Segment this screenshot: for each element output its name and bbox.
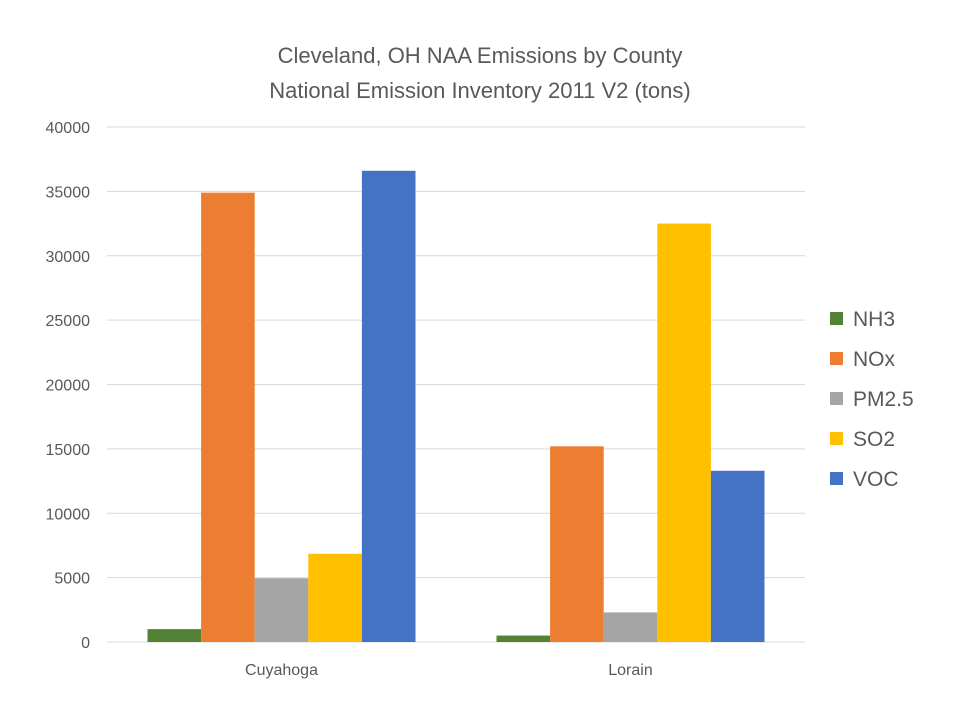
category-label-cuyahoga: Cuyahoga xyxy=(245,662,318,679)
y-tick-label-20000: 20000 xyxy=(46,378,91,395)
legend-label-pm25: PM2.5 xyxy=(853,388,914,411)
y-tick-label-0: 0 xyxy=(81,635,90,652)
y-tick-label-30000: 30000 xyxy=(46,249,91,266)
legend-swatch-nox xyxy=(830,352,843,365)
y-tick-label-5000: 5000 xyxy=(54,571,90,588)
legend-swatch-so2 xyxy=(830,432,843,445)
legend-swatch-pm25 xyxy=(830,392,843,405)
bar-lorain-voc xyxy=(710,470,765,642)
legend-swatch-voc xyxy=(830,472,843,485)
legend-swatch-nh3 xyxy=(830,312,843,325)
category-label-lorain: Lorain xyxy=(608,662,652,679)
bar-cuyahoga-nox xyxy=(201,192,255,642)
bars xyxy=(147,170,765,642)
bar-cuyahoga-nh3 xyxy=(147,629,202,642)
legend: NH3 NOx PM2.5 SO2 VOC xyxy=(830,308,914,491)
bar-cuyahoga-so2 xyxy=(308,553,362,642)
chart-title-line-1: Cleveland, OH NAA Emissions by County xyxy=(278,43,683,68)
bar-cuyahoga-pm25 xyxy=(254,578,309,642)
y-tick-label-10000: 10000 xyxy=(46,506,91,523)
legend-label-voc: VOC xyxy=(853,468,899,491)
legend-label-so2: SO2 xyxy=(853,428,895,451)
y-tick-label-35000: 35000 xyxy=(46,184,91,201)
bar-lorain-nox xyxy=(550,446,604,642)
legend-label-nh3: NH3 xyxy=(853,308,895,331)
bar-lorain-pm25 xyxy=(603,612,658,642)
y-tick-label-40000: 40000 xyxy=(46,120,91,137)
y-axis-ticks: 0 5000 10000 15000 20000 25000 30000 35000 40000 xyxy=(46,120,91,652)
chart-title-line-2: National Emission Inventory 2011 V2 (ton… xyxy=(269,78,690,103)
bar-cuyahoga-voc xyxy=(361,170,416,642)
y-tick-label-15000: 15000 xyxy=(46,442,91,459)
y-tick-label-25000: 25000 xyxy=(46,313,91,330)
x-axis-categories: Cuyahoga Lorain xyxy=(245,662,653,679)
legend-label-nox: NOx xyxy=(853,348,896,371)
bar-lorain-nh3 xyxy=(496,635,551,642)
bar-lorain-so2 xyxy=(657,223,711,642)
